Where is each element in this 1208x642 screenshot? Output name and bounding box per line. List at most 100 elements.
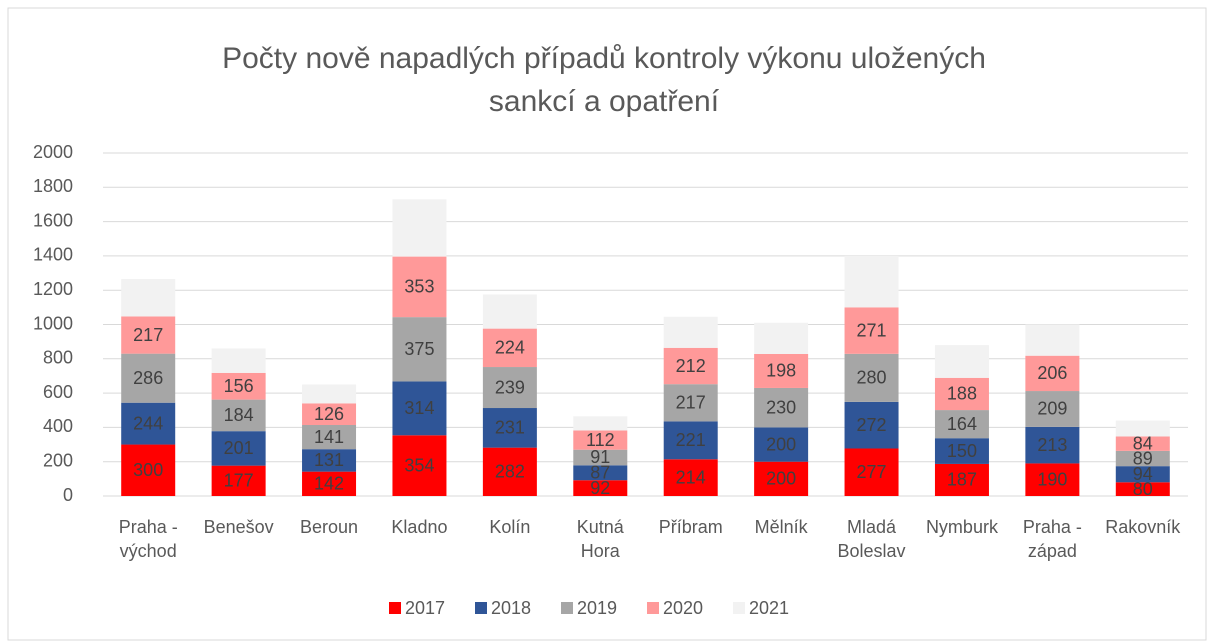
data-label: 217	[133, 325, 163, 345]
y-tick-label: 1800	[33, 176, 73, 196]
bar-segment	[392, 435, 447, 496]
data-label: 280	[857, 368, 887, 388]
bar-segment	[121, 279, 176, 317]
y-tick-label: 0	[63, 485, 73, 505]
data-label: 286	[133, 368, 163, 388]
bar-segment	[121, 353, 176, 403]
bar-segment	[302, 449, 357, 472]
data-label: 224	[495, 338, 525, 358]
data-label: 314	[404, 398, 434, 418]
bar-segment	[663, 384, 718, 422]
x-tick-label: Mladá Boleslav	[838, 517, 906, 561]
data-label: 150	[947, 441, 977, 461]
data-label: 156	[224, 376, 254, 396]
bar-segment	[573, 465, 628, 481]
data-label: 221	[676, 430, 706, 450]
data-label: 112	[586, 430, 615, 450]
data-label: 300	[133, 460, 163, 480]
bar-segment	[302, 424, 357, 450]
legend-swatch	[733, 602, 745, 614]
data-label: 89	[1133, 448, 1153, 468]
bar-segment	[1025, 426, 1080, 464]
bar-segment	[754, 322, 809, 354]
bar-segment	[663, 347, 718, 385]
data-label: 212	[676, 356, 706, 376]
y-tick-label: 1200	[33, 279, 73, 299]
bar-segment	[1025, 324, 1080, 356]
legend-swatch	[561, 602, 573, 614]
y-tick-label: 1600	[33, 210, 73, 230]
x-tick-label: Beroun	[300, 517, 358, 537]
bar-segment	[1115, 482, 1170, 496]
y-tick-label: 600	[43, 382, 73, 402]
bar-segment	[482, 294, 537, 329]
bar-segment	[1115, 450, 1170, 467]
bar-segment	[573, 430, 628, 450]
bar-segment	[121, 444, 176, 496]
data-label: 213	[1037, 435, 1067, 455]
data-label: 80	[1133, 479, 1153, 499]
bar-segment	[211, 372, 266, 400]
data-label: 200	[766, 434, 796, 454]
data-label: 92	[590, 478, 610, 498]
x-tick-label: Praha -východ	[119, 517, 178, 561]
data-label: 239	[495, 377, 525, 397]
bar-segment	[482, 408, 537, 448]
legend-swatch	[647, 602, 659, 614]
legend-label: 2018	[491, 598, 531, 618]
x-tick-label: Rakovník	[1105, 517, 1181, 537]
bar-segment	[844, 401, 899, 449]
bar-segment	[1115, 436, 1170, 451]
data-label: 354	[404, 455, 434, 475]
bar-segment	[392, 256, 447, 318]
legend-swatch	[475, 602, 487, 614]
x-tick-label: Kladno	[391, 517, 447, 537]
legend-label: 2021	[749, 598, 789, 618]
data-label: 231	[495, 418, 525, 438]
bar-segment	[211, 431, 266, 466]
bar-segment	[482, 367, 537, 409]
data-label: 201	[224, 438, 254, 458]
data-label: 142	[314, 474, 344, 494]
bar-segment	[482, 447, 537, 496]
chart-title: Počty nově napadlých případů kontroly vý…	[222, 42, 986, 118]
bar-segment	[392, 199, 447, 257]
bar-segment	[1115, 466, 1170, 483]
data-label: 141	[314, 427, 344, 447]
bar-segment	[211, 399, 266, 432]
bar-segment	[663, 316, 718, 348]
x-tick-label: Příbram	[659, 517, 723, 537]
x-tick-label: Kutná Hora	[577, 517, 625, 561]
bar-segment	[302, 471, 357, 496]
legend-label: 2017	[405, 598, 445, 618]
data-label: 87	[590, 463, 610, 483]
data-label: 375	[404, 339, 434, 359]
data-label: 230	[766, 397, 796, 417]
legend-label: 2020	[663, 598, 703, 618]
bar-segment	[663, 421, 718, 460]
data-label: 126	[314, 404, 344, 424]
y-tick-label: 1000	[33, 313, 73, 333]
data-label: 131	[314, 450, 344, 470]
data-label: 209	[1037, 399, 1067, 419]
data-label: 271	[857, 320, 887, 340]
y-tick-label: 400	[43, 416, 73, 436]
bar-segment	[754, 427, 809, 462]
data-label: 206	[1037, 363, 1067, 383]
bar-segment	[934, 438, 989, 464]
bar-segment	[754, 387, 809, 428]
data-label: 177	[224, 471, 254, 491]
bar-segment	[754, 353, 809, 388]
data-label: 84	[1133, 433, 1153, 453]
bar-segment	[934, 345, 989, 378]
bar-segment	[121, 402, 176, 445]
bar-segment	[211, 348, 266, 373]
y-tick-label: 2000	[33, 142, 73, 162]
data-label: 190	[1037, 469, 1067, 489]
data-label: 164	[947, 414, 977, 434]
bar-segment	[211, 465, 266, 496]
data-label: 272	[857, 415, 887, 435]
data-label: 353	[404, 277, 434, 297]
bar-segment	[844, 448, 899, 496]
bar-segment	[844, 307, 899, 354]
